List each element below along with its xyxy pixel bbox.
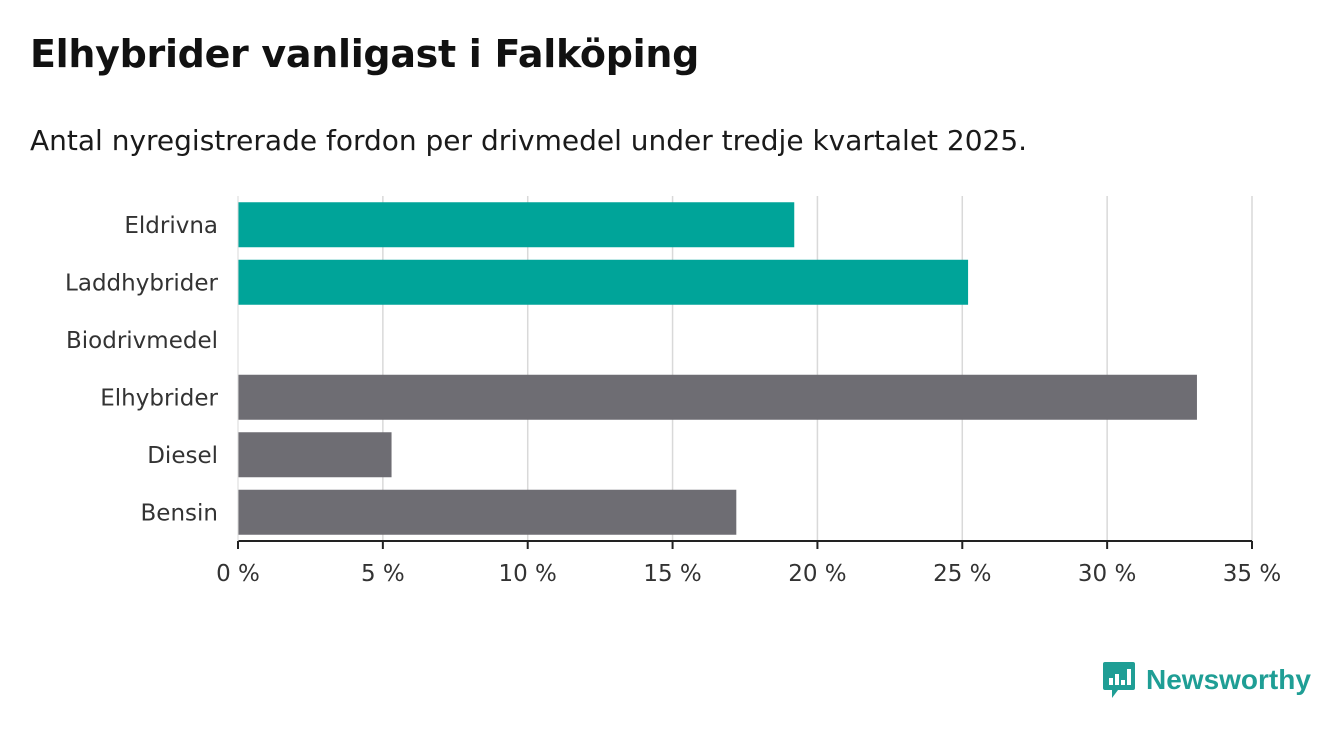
category-label: Biodrivmedel: [66, 328, 218, 354]
bar-diesel: [238, 432, 392, 478]
category-labels: Eldrivna Laddhybrider Biodrivmedel Elhybrid…: [65, 213, 218, 527]
category-label: Bensin: [141, 500, 218, 526]
bar-laddhybrider: [238, 259, 969, 305]
newsworthy-logo[interactable]: Newsworthy: [1102, 660, 1311, 700]
x-tick-label: 35 %: [1223, 561, 1281, 587]
category-label: Laddhybrider: [65, 270, 218, 296]
bars: [238, 202, 1197, 535]
bar-bensin: [238, 489, 737, 535]
chart-subtitle: Antal nyregistrerade fordon per drivmede…: [30, 124, 1028, 157]
newsworthy-logo-icon: [1103, 662, 1135, 698]
x-tick-label: 0 %: [216, 561, 260, 587]
category-label: Diesel: [147, 443, 218, 469]
x-tick-label: 20 %: [788, 561, 846, 587]
x-tick-label: 15 %: [643, 561, 701, 587]
category-label: Elhybrider: [100, 385, 218, 411]
x-tick-label: 25 %: [933, 561, 991, 587]
x-tick-label: 30 %: [1078, 561, 1136, 587]
x-tick-label: 5 %: [361, 561, 405, 587]
category-label: Eldrivna: [124, 213, 218, 239]
bar-elhybrider: [238, 374, 1197, 420]
grid-lines: [382, 196, 1253, 541]
bar-eldrivna: [238, 202, 795, 248]
chart-title: Elhybrider vanligast i Falköping: [30, 32, 699, 76]
x-tick-label: 10 %: [498, 561, 556, 587]
brand-name: Newsworthy: [1146, 664, 1311, 695]
x-axis: 0 % 5 % 10 % 15 % 20 % 25 % 30 % 35 %: [216, 196, 1281, 587]
bar-chart: Eldrivna Laddhybrider Biodrivmedel Elhybrid…: [65, 196, 1281, 587]
